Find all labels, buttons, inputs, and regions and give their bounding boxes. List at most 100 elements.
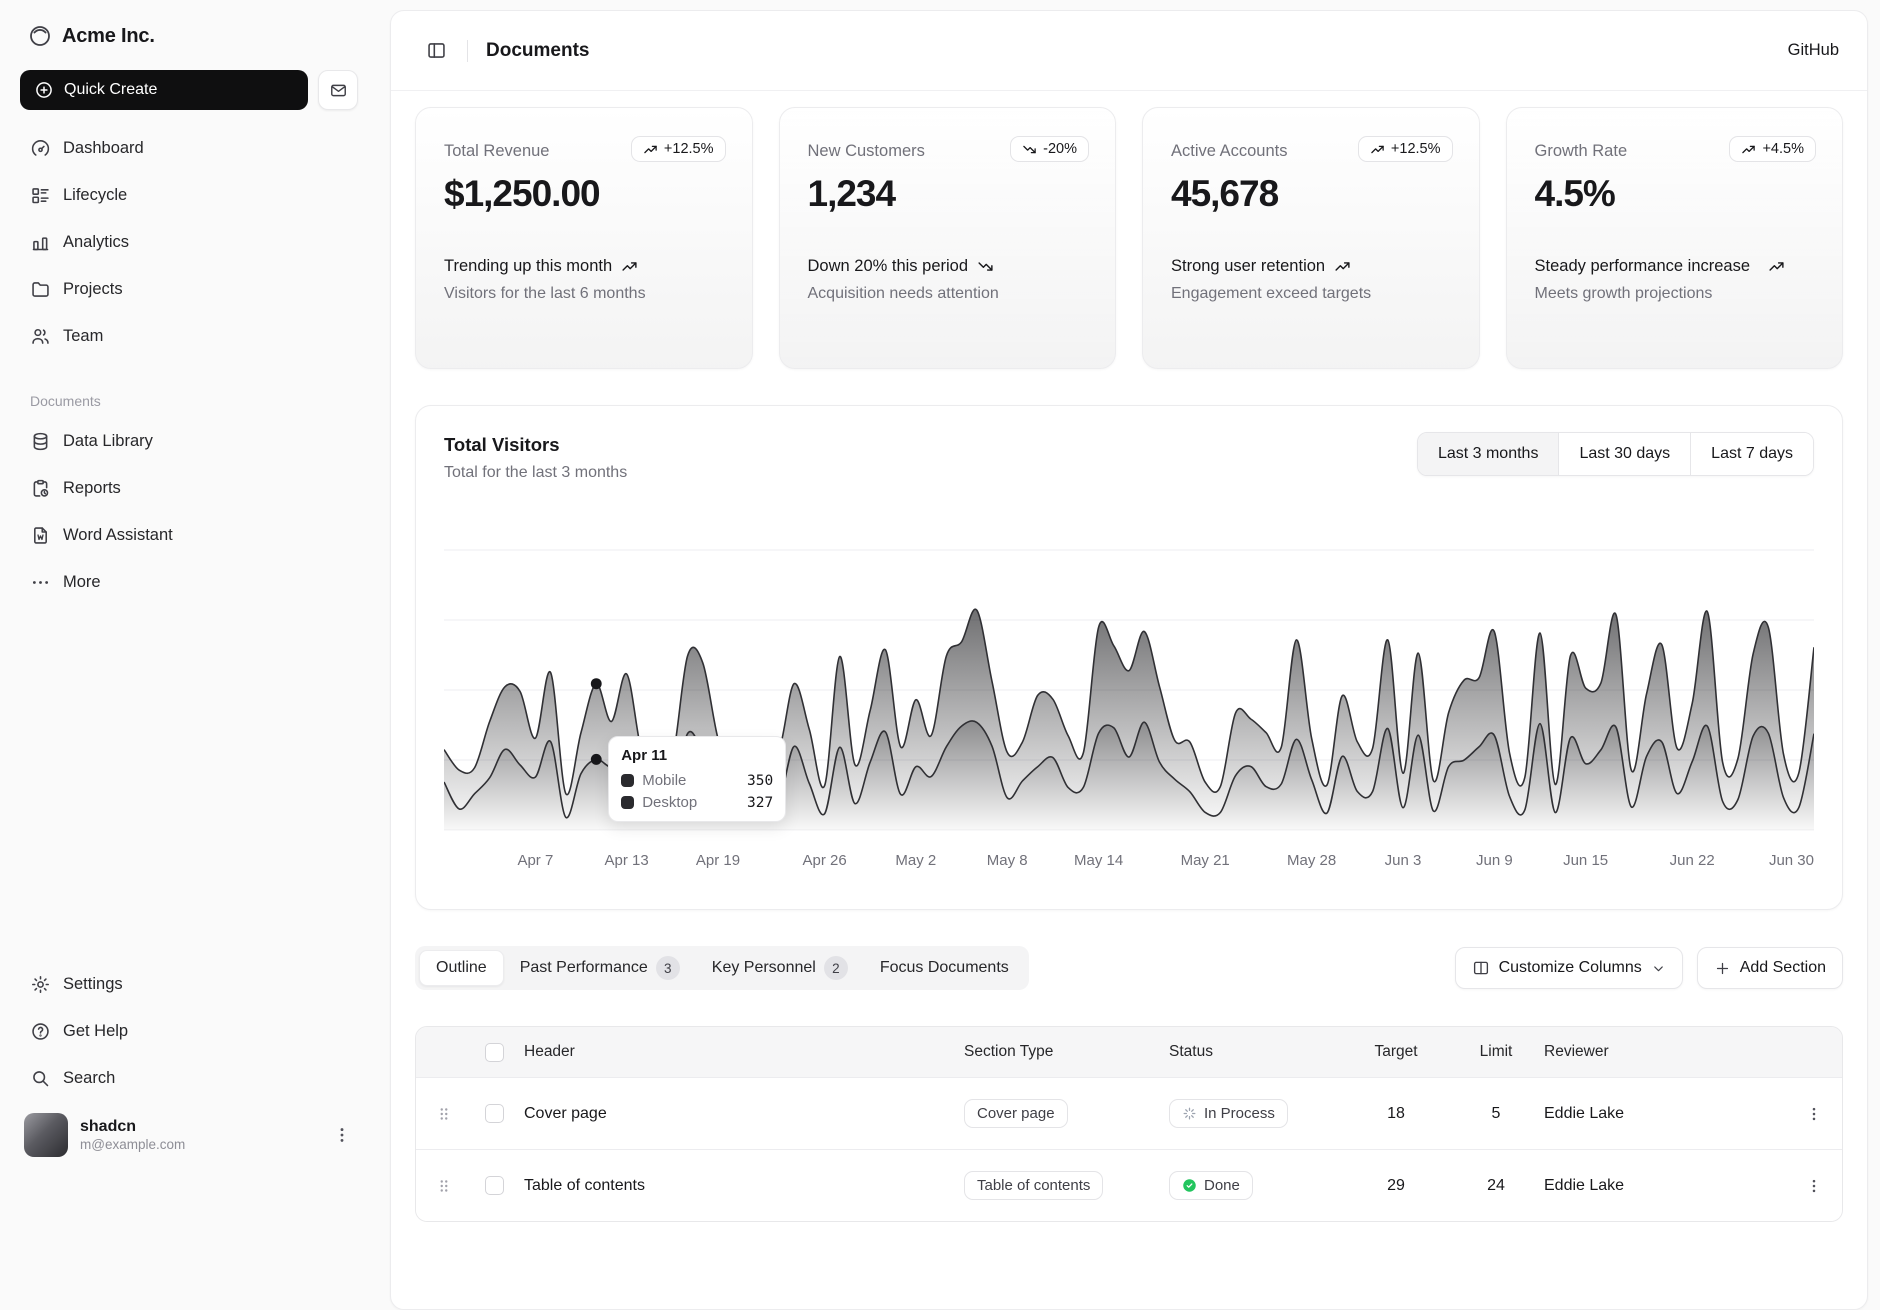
total-visitors-card: Total Visitors Total for the last 3 mont… — [415, 405, 1843, 910]
sidebar-nav-main: Dashboard Lifecycle Analytics Pro — [20, 128, 358, 363]
tooltip-series-value: 350 — [747, 772, 774, 789]
sidebar-item-analytics[interactable]: Analytics — [20, 222, 358, 262]
tab-label: Key Personnel — [711, 959, 816, 976]
row-menu-kebab-icon[interactable] — [1801, 1101, 1827, 1127]
target-cell[interactable]: 18 — [1387, 1104, 1405, 1122]
tab-past-performance[interactable]: Past Performance 3 — [504, 950, 696, 986]
user-menu[interactable]: shadcn m@example.com — [20, 1105, 358, 1161]
x-tick-label: Apr 26 — [802, 852, 847, 869]
limit-cell[interactable]: 24 — [1487, 1176, 1505, 1194]
bar-chart-icon — [30, 232, 51, 253]
stat-value: 1,234 — [807, 173, 897, 214]
customize-columns-button[interactable]: Customize Columns — [1454, 947, 1683, 989]
sidebar-item-data-library[interactable]: Data Library — [20, 421, 358, 461]
help-icon — [30, 1021, 51, 1042]
trending-up-icon — [1768, 258, 1785, 275]
stat-label: New Customers — [807, 142, 925, 160]
reviewer-cell[interactable]: Eddie Lake — [1544, 1176, 1625, 1194]
row-checkbox[interactable] — [484, 1104, 504, 1123]
row-header-cell[interactable]: Cover page — [524, 1104, 607, 1122]
range-last-3-months[interactable]: Last 3 months — [1417, 433, 1559, 475]
stat-value: 45,678 — [1171, 173, 1279, 214]
sections-table: Header Section Type Status Target Limit … — [415, 1026, 1843, 1222]
visitors-area-chart[interactable]: Apr 11 Mobile 350 Desktop 327 — [444, 538, 1814, 838]
sidebar-item-projects[interactable]: Projects — [20, 269, 358, 309]
sidebar-toggle-button[interactable] — [419, 34, 453, 68]
sidebar-item-settings[interactable]: Settings — [20, 964, 358, 1004]
x-tick-label: Jun 3 — [1384, 852, 1422, 869]
stat-footer-title: Steady performance increase — [1534, 257, 1751, 275]
tab-count-badge: 2 — [823, 956, 848, 980]
sidebar-item-label: Analytics — [63, 232, 130, 251]
report-icon — [30, 478, 51, 499]
sidebar-item-label: Data Library — [63, 431, 153, 450]
mail-icon — [329, 81, 348, 100]
trending-up-icon — [1334, 258, 1351, 275]
sidebar-item-word-assistant[interactable]: Word Assistant — [20, 515, 358, 555]
gear-icon — [30, 974, 51, 995]
inbox-button[interactable] — [318, 70, 358, 110]
trend-badge-value: -20% — [1043, 141, 1077, 157]
x-tick-label: May 8 — [986, 852, 1028, 869]
reviewer-cell[interactable]: Eddie Lake — [1544, 1104, 1625, 1122]
section-type-badge: Cover page — [964, 1099, 1068, 1128]
target-cell[interactable]: 29 — [1387, 1176, 1405, 1194]
stat-value: $1,250.00 — [444, 173, 601, 214]
kebab-icon[interactable] — [332, 1125, 352, 1145]
col-section-type: Section Type — [964, 1043, 1054, 1060]
row-header-cell[interactable]: Table of contents — [524, 1176, 645, 1194]
tooltip-date: Apr 11 — [621, 747, 668, 764]
github-link[interactable]: GitHub — [1787, 41, 1839, 59]
stat-footer-sub: Visitors for the last 6 months — [444, 285, 646, 302]
x-tick-label: Jun 9 — [1476, 852, 1513, 869]
x-tick-label: May 21 — [1180, 852, 1230, 869]
search-icon — [30, 1068, 51, 1089]
x-tick-label: Jun 22 — [1669, 852, 1715, 869]
sidebar-item-label: Settings — [63, 974, 123, 993]
sidebar-item-label: Team — [63, 326, 104, 345]
sidebar-item-team[interactable]: Team — [20, 316, 358, 356]
sidebar-item-more[interactable]: More — [20, 562, 358, 602]
sidebar-item-lifecycle[interactable]: Lifecycle — [20, 175, 358, 215]
row-checkbox[interactable] — [484, 1176, 504, 1195]
loader-icon — [1182, 1106, 1197, 1121]
trend-badge-value: +12.5% — [663, 141, 714, 157]
range-last-7-days[interactable]: Last 7 days — [1690, 433, 1813, 475]
sidebar-item-get-help[interactable]: Get Help — [20, 1011, 358, 1051]
trend-badge-value: +12.5% — [1390, 141, 1441, 157]
tab-key-personnel[interactable]: Key Personnel 2 — [696, 950, 864, 986]
limit-cell[interactable]: 5 — [1491, 1104, 1501, 1122]
trending-up-icon — [1370, 142, 1385, 157]
tab-count-badge: 3 — [655, 956, 680, 980]
tab-label: Past Performance — [519, 959, 648, 976]
table-header-row: Header Section Type Status Target Limit … — [416, 1027, 1842, 1077]
page-title: Documents — [486, 39, 590, 61]
chart-subtitle: Total for the last 3 months — [444, 464, 628, 481]
row-menu-kebab-icon[interactable] — [1801, 1173, 1827, 1199]
trend-badge: +12.5% — [1357, 136, 1453, 162]
select-all-checkbox[interactable] — [484, 1042, 504, 1062]
quick-create-button[interactable]: Quick Create — [20, 70, 308, 110]
range-last-30-days[interactable]: Last 30 days — [1558, 433, 1691, 475]
drag-handle-icon[interactable] — [431, 1101, 457, 1127]
dots-icon — [30, 572, 51, 593]
sidebar-item-reports[interactable]: Reports — [20, 468, 358, 508]
trending-up-icon — [643, 142, 658, 157]
user-name: shadcn — [80, 1117, 137, 1135]
range-toggle-group: Last 3 months Last 30 days Last 7 days — [1416, 432, 1814, 476]
sidebar-item-label: Lifecycle — [63, 185, 128, 204]
topbar: Documents GitHub — [391, 11, 1867, 91]
file-word-icon — [30, 525, 51, 546]
brand[interactable]: Acme Inc. — [20, 18, 358, 54]
trending-up-icon — [621, 258, 638, 275]
table-row: Cover page Cover page In Process 18 5 Ed… — [416, 1077, 1842, 1149]
plus-icon — [1714, 960, 1731, 977]
sidebar-item-label: Dashboard — [63, 138, 144, 157]
add-section-button[interactable]: Add Section — [1696, 947, 1843, 989]
sidebar-item-dashboard[interactable]: Dashboard — [20, 128, 358, 168]
section-tabs: Outline Past Performance 3 Key Personnel… — [415, 946, 1029, 990]
drag-handle-icon[interactable] — [431, 1173, 457, 1199]
sidebar-item-search[interactable]: Search — [20, 1058, 358, 1098]
tab-outline[interactable]: Outline — [419, 950, 504, 986]
tab-focus-documents[interactable]: Focus Documents — [864, 950, 1025, 986]
